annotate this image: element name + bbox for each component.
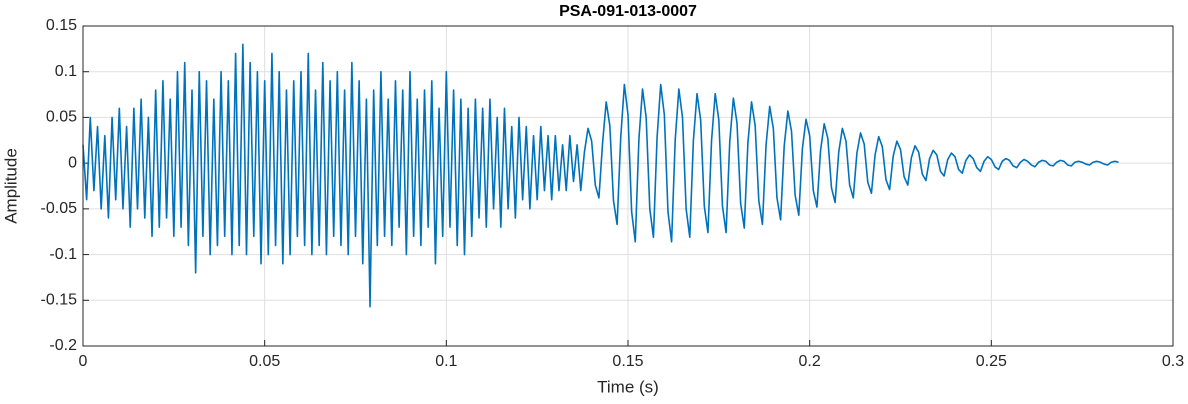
y-tick-label: -0.05 [41,200,78,217]
y-tick-label: 0.15 [46,17,77,34]
x-axis-label: Time (s) [597,377,659,396]
y-tick-label: 0 [68,154,77,171]
y-tick-label: 0.05 [46,109,77,126]
y-tick-label: -0.15 [41,292,78,309]
y-tick-label: 0.1 [55,63,77,80]
y-axis-label: Amplitude [1,148,20,224]
x-tick-label: 0.1 [435,353,457,370]
y-tick-label: -0.2 [49,337,77,354]
x-tick-label: 0.25 [976,353,1007,370]
plot-frame [82,25,1174,347]
chart-title: PSA-091-013-0007 [559,3,697,20]
x-tick-label: 0.05 [249,353,280,370]
x-tick-label: 0.3 [1162,353,1184,370]
x-tick-label: 0.2 [799,353,821,370]
y-tick-label: -0.1 [49,246,77,263]
x-tick-label: 0.15 [612,353,643,370]
x-tick-label: 0 [79,353,88,370]
series-line [82,43,1119,308]
